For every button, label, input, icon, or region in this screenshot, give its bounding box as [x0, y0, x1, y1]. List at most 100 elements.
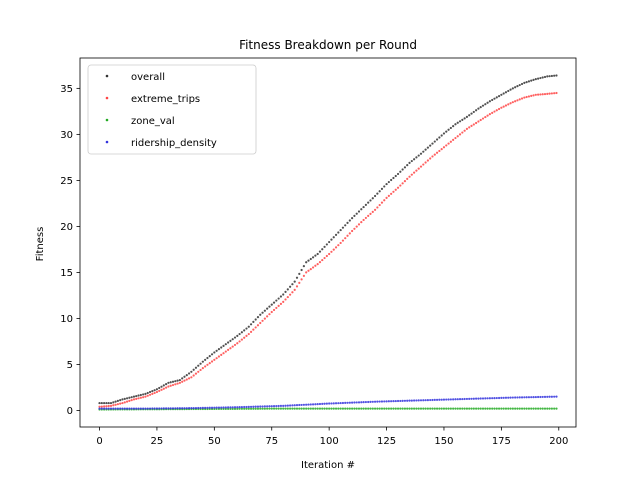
data-point [256, 405, 260, 408]
data-point [321, 407, 324, 410]
data-point [360, 407, 363, 410]
data-point [268, 405, 271, 408]
data-point [530, 94, 533, 98]
data-point [119, 407, 122, 410]
data-point [151, 407, 154, 410]
data-point [215, 357, 218, 360]
data-point [323, 407, 326, 410]
y-tick-label: 10 [60, 314, 73, 325]
data-point [142, 407, 145, 410]
data-point [470, 124, 473, 128]
data-point [332, 236, 335, 239]
data-point [518, 98, 521, 101]
data-point [332, 248, 335, 251]
data-point [429, 398, 432, 402]
data-point [504, 91, 508, 94]
data-point [176, 407, 179, 410]
data-point [553, 92, 556, 95]
legend-marker [105, 140, 109, 144]
data-point [417, 167, 420, 170]
data-point [98, 401, 101, 405]
plot-area [79, 57, 577, 428]
data-point [527, 396, 531, 399]
data-point [525, 81, 528, 84]
data-point [452, 398, 455, 401]
x-tick-label: 75 [265, 436, 278, 447]
data-point [266, 407, 269, 410]
data-point [500, 396, 503, 399]
data-point [238, 340, 241, 343]
data-point [295, 285, 299, 288]
data-point [286, 288, 289, 291]
data-point [419, 165, 423, 168]
data-point [183, 407, 186, 410]
data-point [243, 405, 246, 409]
data-point [479, 106, 482, 109]
data-point [383, 407, 386, 410]
data-point [440, 407, 443, 410]
data-point [445, 130, 448, 133]
data-point [227, 341, 230, 344]
data-point [307, 259, 310, 262]
data-point [245, 407, 248, 410]
data-point [516, 85, 519, 88]
data-point [316, 407, 319, 410]
data-point [426, 399, 429, 402]
data-point [286, 407, 289, 410]
data-point [261, 311, 264, 314]
data-point [507, 103, 510, 106]
data-point [548, 75, 551, 78]
data-point [220, 353, 223, 356]
data-point [449, 140, 452, 143]
data-point [132, 395, 136, 398]
data-point [103, 401, 106, 405]
data-point [114, 407, 117, 410]
data-point [204, 358, 207, 361]
data-point [121, 398, 124, 401]
data-point [362, 205, 365, 209]
data-point [534, 78, 537, 81]
data-point [472, 110, 475, 114]
legend-label: zone_val [131, 116, 175, 127]
data-point [181, 377, 184, 380]
data-point [465, 127, 469, 130]
data-point [160, 388, 163, 391]
data-point [394, 407, 397, 410]
data-point [516, 407, 519, 410]
data-point [456, 135, 459, 138]
data-point [385, 407, 388, 410]
data-point [302, 407, 305, 410]
y-tick-label: 25 [60, 176, 73, 187]
data-point [240, 407, 243, 410]
data-point [305, 271, 308, 274]
data-point [217, 355, 221, 358]
data-point [525, 407, 528, 410]
data-point [514, 396, 517, 399]
data-point [153, 391, 156, 395]
data-point [238, 332, 241, 336]
data-point [123, 401, 126, 404]
data-point [284, 298, 287, 301]
data-point [415, 156, 418, 159]
data-point [500, 106, 503, 109]
data-point [543, 75, 547, 79]
data-point [307, 407, 310, 410]
legend-label: overall [131, 72, 165, 83]
data-point [217, 348, 221, 351]
data-point [387, 194, 390, 197]
data-point [302, 265, 305, 268]
data-point [546, 92, 549, 95]
data-point [445, 407, 448, 410]
data-point [472, 397, 475, 400]
data-point [518, 396, 521, 399]
data-point [468, 126, 471, 129]
data-point [148, 407, 152, 410]
data-point [383, 400, 386, 403]
data-point [403, 399, 407, 402]
data-point [266, 405, 269, 408]
data-point [275, 306, 278, 310]
data-point [277, 404, 280, 408]
data-point [298, 403, 301, 407]
data-point [392, 190, 395, 193]
data-point [534, 395, 537, 399]
